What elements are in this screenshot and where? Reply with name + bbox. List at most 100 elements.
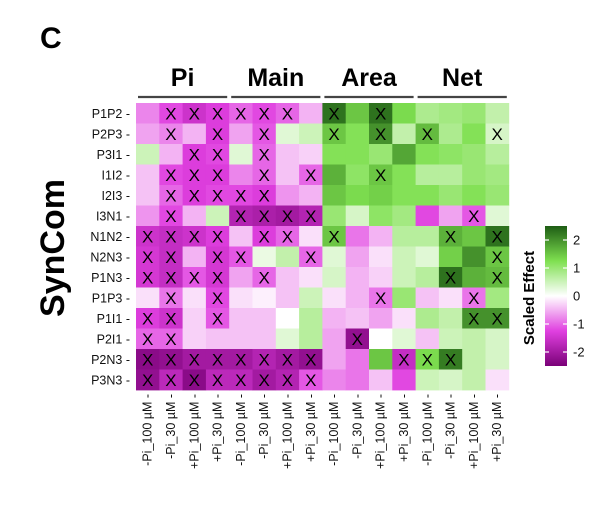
significance-mark: X [375,104,386,123]
significance-mark: X [212,268,223,287]
heatmap-cell [438,369,463,391]
significance-mark: X [142,371,153,390]
row-labels: P1P2 - P2P3 - P3I1 - I1I2 - I2I3 - I3N1 - N1N2… [90,107,130,388]
heatmap-cell [485,267,510,288]
significance-mark: X [491,309,502,328]
heatmap-cell [182,103,207,124]
heatmap-cell [415,185,440,206]
significance-mark: X [212,104,223,123]
y-axis-title: SynCom [34,179,72,317]
group-headers: Pi Main Area Net [138,64,507,99]
heatmap-cell [322,267,347,288]
heatmap-cell [369,349,393,370]
heatmap-cell [252,287,277,309]
heatmap-cell [252,103,277,124]
group-header: Area [341,64,398,92]
heatmap-cell [438,287,463,309]
heatmap-cell [252,185,277,206]
heatmap-cell [275,328,300,350]
heatmap-cell [415,369,440,391]
heatmap-cell [462,205,486,227]
heatmap-cell [322,144,347,165]
heatmap-cell [136,144,160,165]
significance-mark: X [235,350,246,369]
column-label: +Pi_30 µM - [490,394,504,462]
heatmap-cell [136,349,160,370]
heatmap-cell [462,144,486,165]
significance-mark: X [212,145,223,164]
heatmap-cell [182,246,207,268]
heatmap-cell [415,349,440,370]
heatmap-cell [182,287,207,309]
heatmap-cell [485,144,510,165]
heatmap-cell [392,205,416,227]
significance-mark: X [468,309,479,328]
significance-mark: X [375,125,386,144]
significance-mark: X [165,104,176,123]
heatmap-cell [322,308,347,329]
significance-mark: X [212,227,223,246]
heatmap-cell [205,246,230,268]
legend-tick-label: -1 [573,317,585,332]
significance-mark: X [258,104,269,123]
heatmap-cell [415,328,440,350]
heatmap-cell [205,185,230,206]
heatmap-cell [369,267,393,288]
column-label: +Pi_30 µM - [304,394,318,462]
heatmap-cell [275,144,300,165]
heatmap-cell [392,123,416,145]
heatmap-cell [182,185,207,206]
heatmap-cell [392,267,416,288]
heatmap-cell [415,144,440,165]
heatmap-cell [438,267,463,288]
significance-mark: X [212,125,223,144]
significance-mark: X [142,350,153,369]
heatmap-cell [182,369,207,391]
heatmap-cell [322,369,347,391]
heatmap-cell [392,308,416,329]
heatmap-cell [136,185,160,206]
heatmap-cell [415,123,440,145]
heatmap-cell [229,349,253,370]
group-header: Pi [171,64,195,92]
significance-mark: X [235,248,246,267]
heatmap-cell [462,226,486,247]
heatmap-cell [438,205,463,227]
significance-mark: X [165,371,176,390]
significance-mark: X [282,371,293,390]
column-labels: -Pi_100 µM - -Pi_30 µM - +Pi_100 µM - +Pi_3… [141,394,505,469]
heatmap-cell [485,103,510,124]
heatmap-cell [229,103,253,124]
heatmap-cell [275,308,300,329]
significance-mark: X [235,371,246,390]
heatmap-cell [415,287,440,309]
heatmap-cell [322,123,347,145]
heatmap-cell [392,287,416,309]
panel-label: C [40,22,62,55]
significance-mark: X [212,350,223,369]
heatmap-cell [275,123,300,145]
significance-mark: X [165,309,176,328]
heatmap-cell [159,328,183,350]
heatmap-cell [345,328,370,350]
heatmap-cell [159,349,183,370]
column-label: +Pi_30 µM - [397,394,411,462]
row-label: P1N3 - [91,271,130,285]
heatmap-cell [159,369,183,391]
significance-mark: X [328,125,339,144]
heatmap-cell [369,103,393,124]
significance-mark: X [189,104,200,123]
heatmap-cell [438,185,463,206]
significance-mark: X [305,166,316,185]
row-label: N1N2 - [90,230,130,244]
heatmap-cell [299,123,323,145]
heatmap-cell [415,308,440,329]
heatmap-cell [462,328,486,350]
heatmap-cell [369,185,393,206]
heatmap-cell [252,308,277,329]
heatmap-cell [252,226,277,247]
heatmap-cell [252,267,277,288]
heatmap-cell [392,103,416,124]
heatmap-cell [369,123,393,145]
